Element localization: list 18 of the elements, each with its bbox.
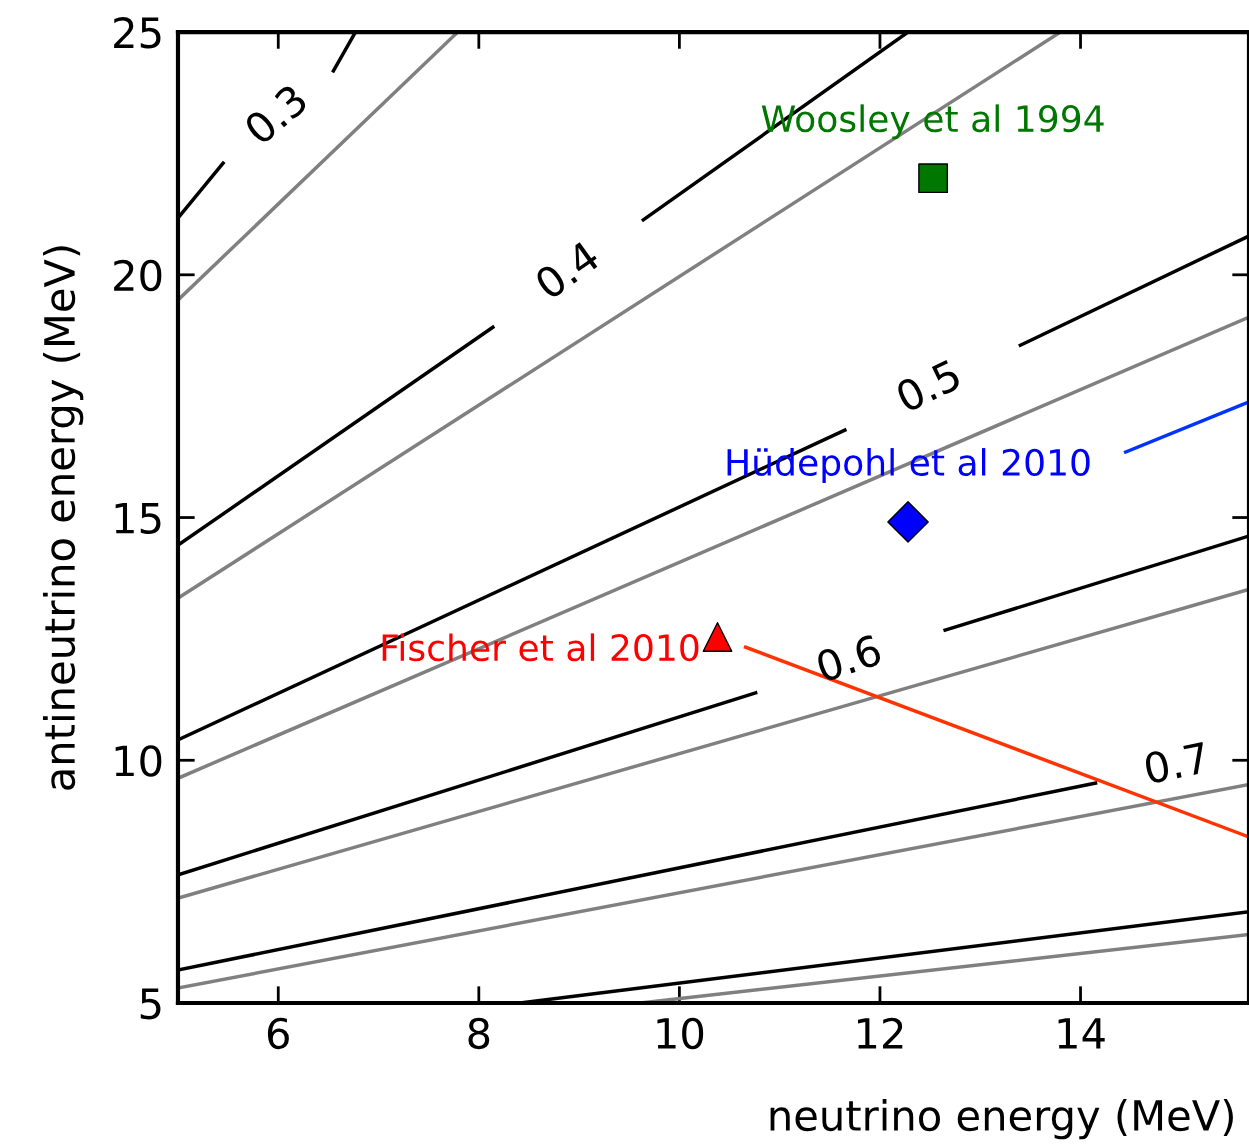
y-tick-label: 25 — [114, 16, 161, 49]
text: 0.5 — [894, 358, 962, 414]
x-tick-label: 14 — [1058, 1018, 1105, 1049]
text: 0.3 — [242, 83, 309, 146]
x-tick-label: 12 — [858, 1017, 903, 1049]
series-label: Fischer et al 2010 — [382, 633, 699, 662]
legend-label: 0.7 — [1143, 741, 1209, 785]
x-tick-label: 6 — [267, 1017, 289, 1050]
y-tick-label: 10 — [115, 745, 162, 777]
x-axis-title: neutrino energy (MeV) — [770, 1098, 1233, 1140]
x-tick-label: 10 — [657, 1017, 704, 1050]
text: 0.4 — [533, 239, 602, 301]
y-tick-label: 20 — [114, 259, 162, 292]
text: 0.6 — [814, 633, 883, 683]
y-axis-title: antineutrino energy (MeV) — [42, 246, 84, 790]
y-tick-label: 15 — [115, 502, 161, 534]
y-tick-label: 5 — [140, 988, 161, 1020]
x-tick-label: 8 — [468, 1017, 490, 1050]
